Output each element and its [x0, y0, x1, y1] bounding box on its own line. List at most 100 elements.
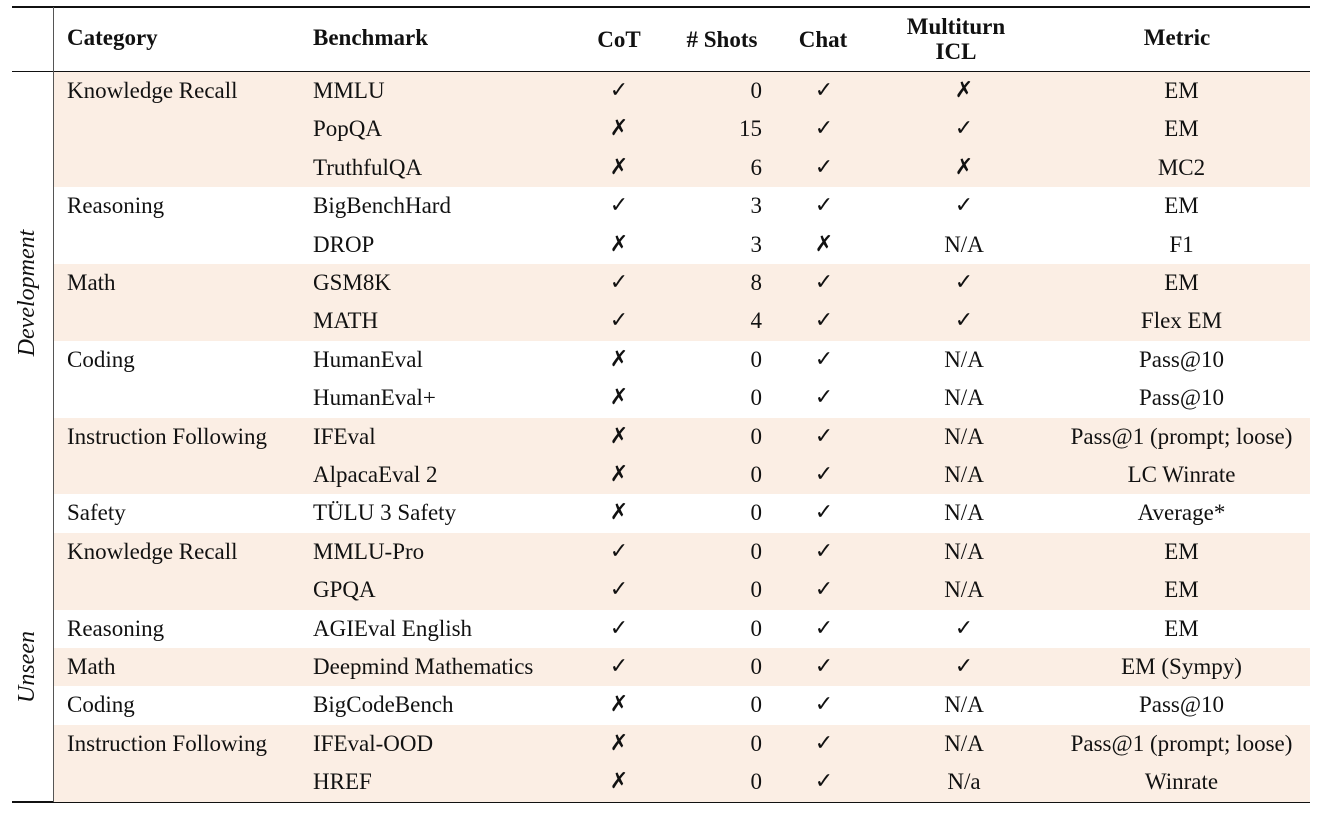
multiturn-icl-cell: ✗: [954, 78, 974, 103]
cot-cell: ✓: [609, 538, 629, 564]
metric-cell: EM: [1164, 78, 1199, 103]
cot-cell: ✓: [609, 193, 629, 219]
multiturn-icl-cell: ✓: [954, 270, 974, 295]
multiturn-icl-cell: N/A: [944, 730, 984, 756]
category-cell: Safety: [67, 500, 126, 526]
table-row: AlpacaEval 2 ✗ 0 ✓ N/A LC Winrate: [54, 456, 1310, 495]
table-row: Reasoning AGIEval English ✓ 0 ✓ ✓ EM: [54, 610, 1310, 648]
header-rule: [12, 71, 1310, 72]
cot-cell: ✗: [609, 769, 629, 795]
cot-cell: ✗: [609, 730, 629, 756]
cot-cell: ✗: [609, 692, 629, 718]
shots-cell: 0: [750, 769, 763, 795]
benchmark-cell: Deepmind Mathematics: [313, 654, 534, 679]
group-divider: [53, 7, 54, 802]
benchmark-cell: AGIEval English: [313, 615, 473, 641]
metric-cell: LC Winrate: [1127, 462, 1236, 487]
cot-cell: ✓: [609, 577, 629, 603]
chat-cell: ✓: [814, 78, 834, 103]
chat-cell: ✓: [814, 462, 834, 487]
chat-cell: ✓: [814, 615, 834, 641]
metric-cell: F1: [1169, 231, 1194, 257]
header-multiturn-icl: Multiturn ICL: [891, 14, 1021, 64]
benchmark-cell: TÜLU 3 Safety: [313, 500, 457, 526]
metric-cell: EM: [1164, 615, 1199, 641]
shots-cell: 0: [750, 538, 763, 564]
chat-cell: ✓: [814, 577, 834, 603]
shots-cell: 0: [750, 423, 763, 449]
cot-cell: ✗: [609, 346, 629, 372]
shots-cell: 8: [750, 270, 763, 295]
metric-cell: Pass@10: [1138, 346, 1225, 372]
multiturn-icl-cell: N/A: [944, 577, 984, 603]
header-cot: CoT: [597, 27, 641, 52]
header-benchmark: Benchmark: [313, 25, 428, 50]
shots-cell: 0: [750, 500, 763, 526]
top-rule: [12, 6, 1310, 8]
category-cell: Instruction Following: [67, 423, 267, 449]
chat-cell: ✓: [814, 538, 834, 564]
cot-cell: ✗: [609, 423, 629, 449]
table-row: MATH ✓ 4 ✓ ✓ Flex EM: [54, 302, 1310, 341]
benchmark-cell: DROP: [313, 231, 375, 257]
multiturn-icl-cell: ✗: [954, 154, 974, 180]
shots-cell: 3: [750, 193, 763, 219]
benchmark-cell: PopQA: [313, 116, 383, 142]
benchmark-cell: MATH: [313, 308, 379, 334]
metric-cell: Pass@1 (prompt; loose): [1070, 423, 1293, 449]
bottom-rule: [12, 801, 1310, 803]
table-row: Math Deepmind Mathematics ✓ 0 ✓ ✓ EM (Sympy): [54, 648, 1310, 687]
table-row: Coding HumanEval ✗ 0 ✓ N/A Pass@10: [54, 341, 1310, 379]
chat-cell: ✓: [814, 730, 834, 756]
metric-cell: Pass@10: [1138, 385, 1225, 411]
group-label-unseen: Unseen: [14, 631, 40, 703]
shots-cell: 0: [750, 462, 763, 487]
cot-cell: ✓: [609, 308, 629, 334]
benchmark-cell: AlpacaEval 2: [313, 462, 438, 487]
multiturn-icl-cell: ✓: [954, 615, 974, 641]
group-label-development: Development: [14, 229, 40, 357]
benchmark-cell: HREF: [313, 769, 372, 795]
shots-cell: 0: [750, 346, 763, 372]
benchmark-cell: IFEval-OOD: [313, 730, 434, 756]
category-cell: Math: [67, 270, 116, 295]
table-row: Coding BigCodeBench ✗ 0 ✓ N/A Pass@10: [54, 686, 1310, 724]
chat-cell: ✓: [814, 193, 834, 219]
multiturn-icl-cell: N/A: [944, 385, 984, 411]
benchmark-cell: BigBenchHard: [313, 193, 451, 219]
metric-cell: Pass@1 (prompt; loose): [1070, 730, 1293, 756]
shots-cell: 4: [750, 308, 763, 334]
chat-cell: ✓: [814, 423, 834, 449]
table-row: Knowledge Recall MMLU-Pro ✓ 0 ✓ N/A EM: [54, 532, 1310, 572]
metric-cell: EM: [1164, 116, 1199, 142]
cot-cell: ✓: [609, 615, 629, 641]
table-row: HumanEval+ ✗ 0 ✓ N/A Pass@10: [54, 379, 1310, 417]
chat-cell: ✓: [814, 270, 834, 295]
shots-cell: 0: [750, 692, 763, 718]
multiturn-icl-cell: ✓: [954, 193, 974, 219]
shots-cell: 0: [750, 730, 763, 756]
table-row: Instruction Following IFEval-OOD ✗ 0 ✓ N/A Pas…: [54, 724, 1310, 764]
metric-cell: Flex EM: [1140, 308, 1223, 334]
multiturn-icl-cell: ✓: [954, 654, 974, 679]
cot-cell: ✓: [609, 270, 629, 295]
cot-cell: ✗: [609, 116, 629, 142]
header-shots: # Shots: [686, 27, 758, 52]
metric-cell: Pass@10: [1138, 692, 1225, 718]
header-category: Category: [67, 25, 158, 50]
benchmark-cell: MMLU: [313, 78, 385, 103]
category-cell: Knowledge Recall: [67, 538, 238, 564]
multiturn-icl-cell: N/A: [944, 500, 984, 526]
benchmark-cell: GPQA: [313, 577, 376, 603]
table-row: HREF ✗ 0 ✓ N/a Winrate: [54, 763, 1310, 802]
header-metric: Metric: [1143, 25, 1211, 50]
benchmark-cell: TruthfulQA: [313, 154, 423, 180]
metric-cell: EM (Sympy): [1121, 654, 1242, 679]
benchmark-cell: HumanEval+: [313, 385, 436, 411]
category-cell: Reasoning: [67, 615, 165, 641]
metric-cell: EM: [1164, 538, 1199, 564]
cot-cell: ✗: [609, 385, 629, 411]
table-row: GPQA ✓ 0 ✓ N/A EM: [54, 571, 1310, 610]
table-row: Math GSM8K ✓ 8 ✓ ✓ EM: [54, 264, 1310, 303]
table-row: DROP ✗ 3 ✗ N/A F1: [54, 226, 1310, 264]
